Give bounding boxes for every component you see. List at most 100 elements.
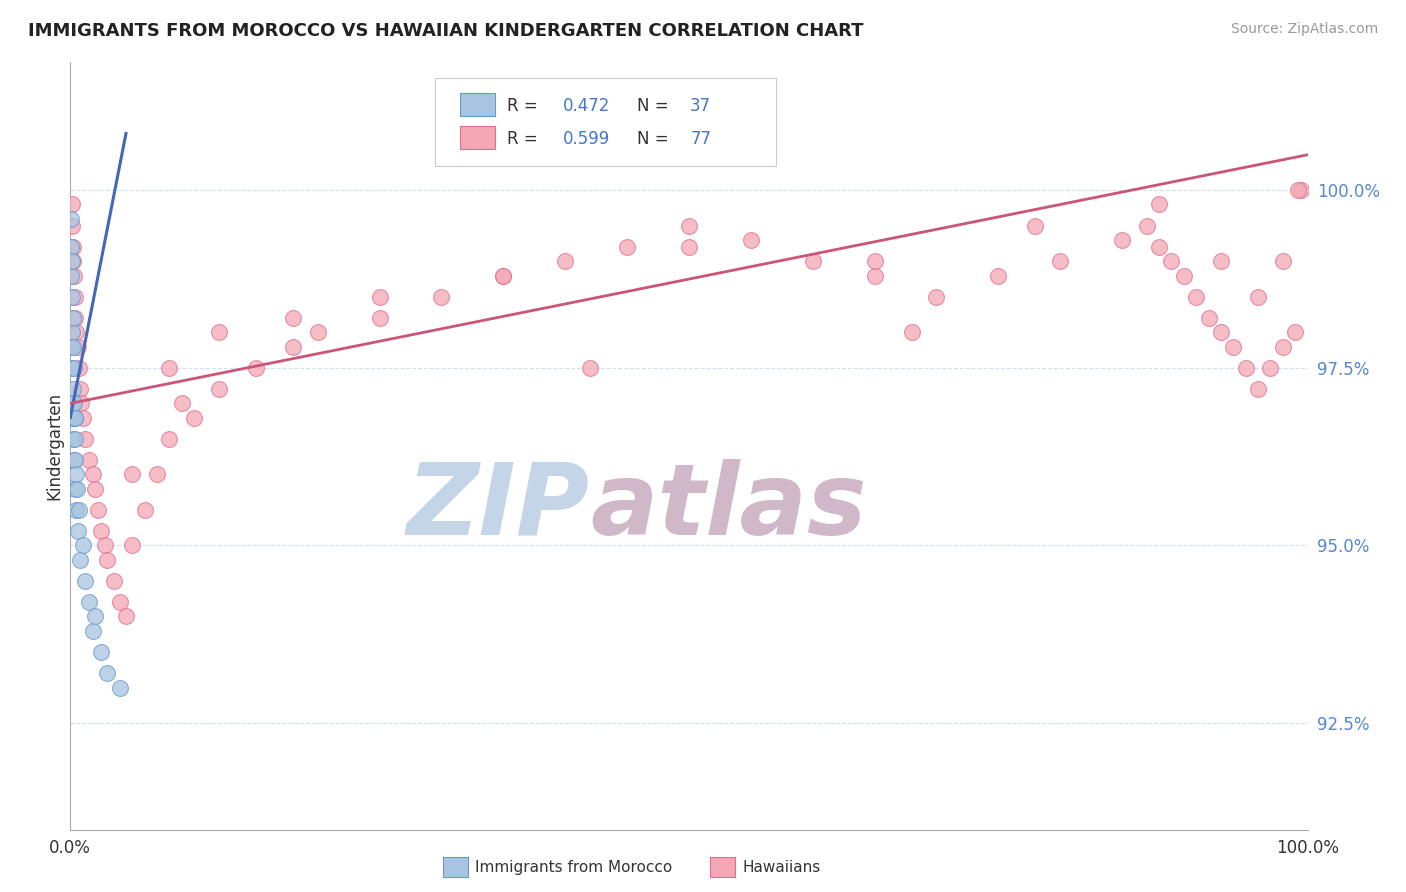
Point (77, 453, 100, 467)
Point (67, 360, 90, 375)
Point (60, 360, 83, 375)
Point (62, 311, 84, 326)
Point (63, 268, 86, 283)
Point (65, 503, 87, 517)
Point (66, 482, 89, 496)
Text: N =: N = (637, 130, 673, 148)
Point (801, 254, 824, 268)
Point (60, 254, 83, 268)
Point (77, 595, 100, 609)
Point (62, 240, 84, 254)
Point (96, 552, 118, 566)
Point (108, 681, 131, 695)
Point (146, 467, 169, 482)
Point (1147, 240, 1170, 254)
Point (65, 410, 87, 425)
Text: 77: 77 (690, 130, 711, 148)
Text: Source: ZipAtlas.com: Source: ZipAtlas.com (1230, 22, 1378, 37)
Point (1271, 254, 1294, 268)
Point (1173, 268, 1195, 283)
Point (62, 410, 84, 425)
Point (1147, 197, 1170, 211)
Point (63, 290, 86, 304)
Text: Hawaiians: Hawaiians (742, 861, 821, 875)
Point (678, 219, 700, 233)
Point (69, 382, 91, 396)
Point (1234, 360, 1257, 375)
Point (368, 311, 391, 326)
Point (281, 311, 304, 326)
Point (59, 211, 82, 226)
Text: ZIP: ZIP (406, 458, 591, 556)
Point (115, 609, 138, 624)
Point (1111, 233, 1133, 247)
Point (368, 290, 391, 304)
Text: R =: R = (508, 130, 543, 148)
Point (1024, 219, 1046, 233)
Point (678, 240, 700, 254)
Point (1247, 290, 1270, 304)
Point (1271, 340, 1294, 354)
Point (1185, 290, 1208, 304)
Point (121, 467, 143, 482)
Point (554, 254, 576, 268)
Point (1209, 254, 1232, 268)
Point (82, 467, 104, 482)
Point (70, 396, 93, 410)
Point (66, 340, 89, 354)
Point (60, 219, 83, 233)
Point (69, 552, 91, 566)
Point (281, 340, 304, 354)
Point (579, 360, 602, 375)
Point (63, 453, 86, 467)
Point (925, 290, 948, 304)
Point (63, 482, 86, 496)
Point (430, 290, 453, 304)
Point (157, 432, 180, 446)
Point (307, 326, 329, 340)
Point (108, 595, 131, 609)
Point (62, 340, 84, 354)
Text: 37: 37 (690, 97, 711, 115)
Point (67, 503, 90, 517)
Point (1049, 254, 1071, 268)
Point (121, 538, 143, 552)
Point (62, 382, 84, 396)
Point (1247, 382, 1270, 396)
Y-axis label: Kindergarten: Kindergarten (45, 392, 63, 500)
Point (90, 524, 112, 539)
Point (1209, 326, 1232, 340)
Point (75, 574, 97, 588)
Point (60, 197, 83, 211)
Point (987, 268, 1010, 283)
Text: 0.472: 0.472 (562, 97, 610, 115)
Point (60, 290, 83, 304)
Point (492, 268, 515, 283)
Point (90, 645, 112, 659)
Point (1222, 340, 1244, 354)
Point (60, 340, 83, 354)
Point (245, 360, 267, 375)
Point (492, 268, 515, 283)
Point (94, 538, 117, 552)
Point (65, 453, 87, 467)
Text: N =: N = (637, 97, 673, 115)
Point (86, 503, 108, 517)
Point (134, 503, 156, 517)
Text: Immigrants from Morocco: Immigrants from Morocco (475, 861, 672, 875)
Point (208, 326, 231, 340)
Point (157, 360, 180, 375)
Point (63, 410, 86, 425)
Point (62, 254, 84, 268)
Point (170, 396, 193, 410)
Point (66, 524, 89, 539)
FancyBboxPatch shape (460, 126, 495, 149)
FancyBboxPatch shape (436, 78, 776, 166)
Point (1284, 326, 1306, 340)
Point (62, 360, 84, 375)
Point (103, 574, 125, 588)
Point (63, 410, 86, 425)
Point (1198, 311, 1220, 326)
Point (65, 467, 87, 482)
Point (82, 624, 104, 638)
